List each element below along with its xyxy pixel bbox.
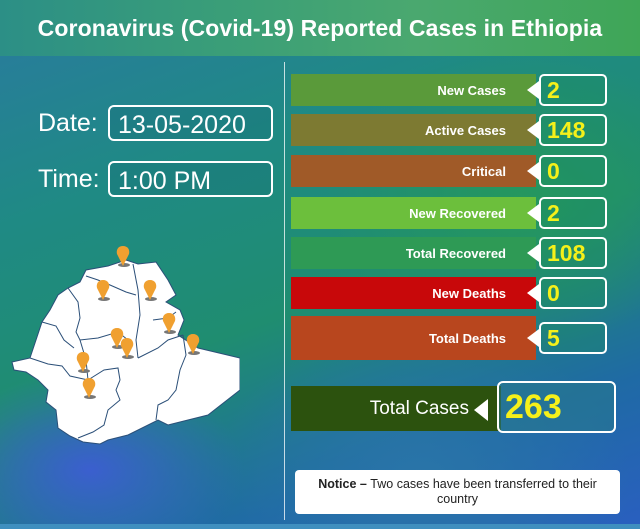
notice-separator: –: [356, 477, 371, 491]
stat-value: 2: [539, 74, 607, 106]
pointer-arrow-icon: [527, 284, 539, 302]
stat-critical: Critical 0: [291, 155, 609, 187]
stat-value: 108: [539, 237, 607, 269]
stat-value: 2: [539, 197, 607, 229]
header-banner: Coronavirus (Covid-19) Reported Cases in…: [0, 0, 640, 56]
pointer-arrow-icon: [527, 244, 539, 262]
stat-value: 5: [539, 322, 607, 354]
notice-text: Two cases have been transferred to their…: [370, 477, 597, 506]
date-value: 13-05-2020: [108, 105, 273, 141]
stat-value: 0: [539, 277, 607, 309]
stat-value: 0: [539, 155, 607, 187]
pointer-arrow-icon: [474, 399, 488, 421]
page-title: Coronavirus (Covid-19) Reported Cases in…: [37, 14, 603, 41]
pointer-arrow-icon: [527, 329, 539, 347]
stat-total-recovered: Total Recovered 108: [291, 237, 609, 269]
stat-active-cases: Active Cases 148: [291, 114, 609, 146]
bottom-strip: [0, 524, 640, 529]
time-label: Time:: [38, 164, 100, 193]
stat-new-recovered: New Recovered 2: [291, 197, 609, 229]
stat-value: 148: [539, 114, 607, 146]
notice-box: Notice – Two cases have been transferred…: [295, 470, 620, 514]
vertical-divider: [284, 62, 285, 520]
notice-title: Notice: [318, 477, 357, 491]
pointer-arrow-icon: [527, 121, 539, 139]
time-row: Time: 1:00 PM: [38, 161, 273, 197]
pointer-arrow-icon: [527, 204, 539, 222]
stat-label: Total Recovered: [291, 237, 536, 269]
stat-label: Critical: [291, 155, 536, 187]
stat-new-cases: New Cases 2: [291, 74, 609, 106]
total-cases: Total Cases 263: [291, 381, 616, 433]
stat-new-deaths: New Deaths 0: [291, 277, 609, 309]
stat-label: Total Deaths: [291, 316, 536, 360]
pointer-arrow-icon: [527, 81, 539, 99]
time-value: 1:00 PM: [108, 161, 273, 197]
stat-label: New Recovered: [291, 197, 536, 229]
map-pins: [76, 246, 200, 399]
stat-label: Active Cases: [291, 114, 536, 146]
ethiopia-map-icon: [11, 246, 240, 445]
date-row: Date: 13-05-2020: [38, 105, 273, 141]
total-cases-value: 263: [497, 381, 616, 433]
total-cases-label: Total Cases: [291, 386, 501, 431]
stat-total-deaths: Total Deaths 5: [291, 316, 609, 360]
date-label: Date:: [38, 108, 98, 137]
pointer-arrow-icon: [527, 162, 539, 180]
stat-label: New Cases: [291, 74, 536, 106]
stat-label: New Deaths: [291, 277, 536, 309]
